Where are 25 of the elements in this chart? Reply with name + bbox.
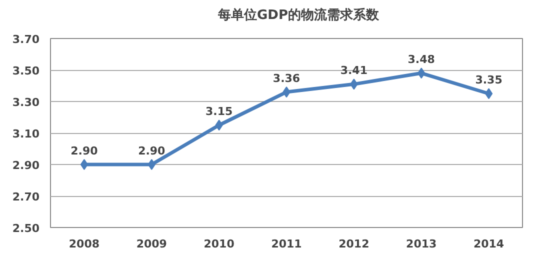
data-label: 2.90 [70, 144, 98, 158]
point [484, 88, 493, 100]
point [80, 159, 88, 170]
text: 3.10 [12, 128, 40, 140]
text: 3.30 [12, 96, 40, 109]
x-tick-label: 2010 [204, 238, 235, 250]
point [148, 159, 156, 170]
x-tick-label: 2008 [68, 238, 100, 250]
x-tick-label: 2011 [271, 238, 302, 250]
data-label: 3.35 [475, 74, 502, 87]
text: 3.50 [12, 64, 40, 78]
data-label: 3.41 [340, 64, 368, 78]
data-label: 3.36 [272, 72, 300, 86]
data-label: 2.90 [138, 144, 166, 158]
text: 3.70 [12, 33, 40, 46]
data-label: 3.15 [206, 105, 233, 118]
text: 2.70 [12, 190, 40, 204]
text: 2.90 [12, 159, 40, 172]
data-label: 3.48 [408, 53, 435, 66]
x-tick-label: 2013 [406, 238, 437, 250]
x-tick-label: 2009 [136, 238, 167, 250]
x-tick-label: 2014 [473, 238, 504, 250]
text: 2.50 [12, 222, 40, 235]
text: 每单位GDP的物流需求系数 [218, 6, 379, 24]
x-tick-label: 2012 [338, 238, 370, 250]
